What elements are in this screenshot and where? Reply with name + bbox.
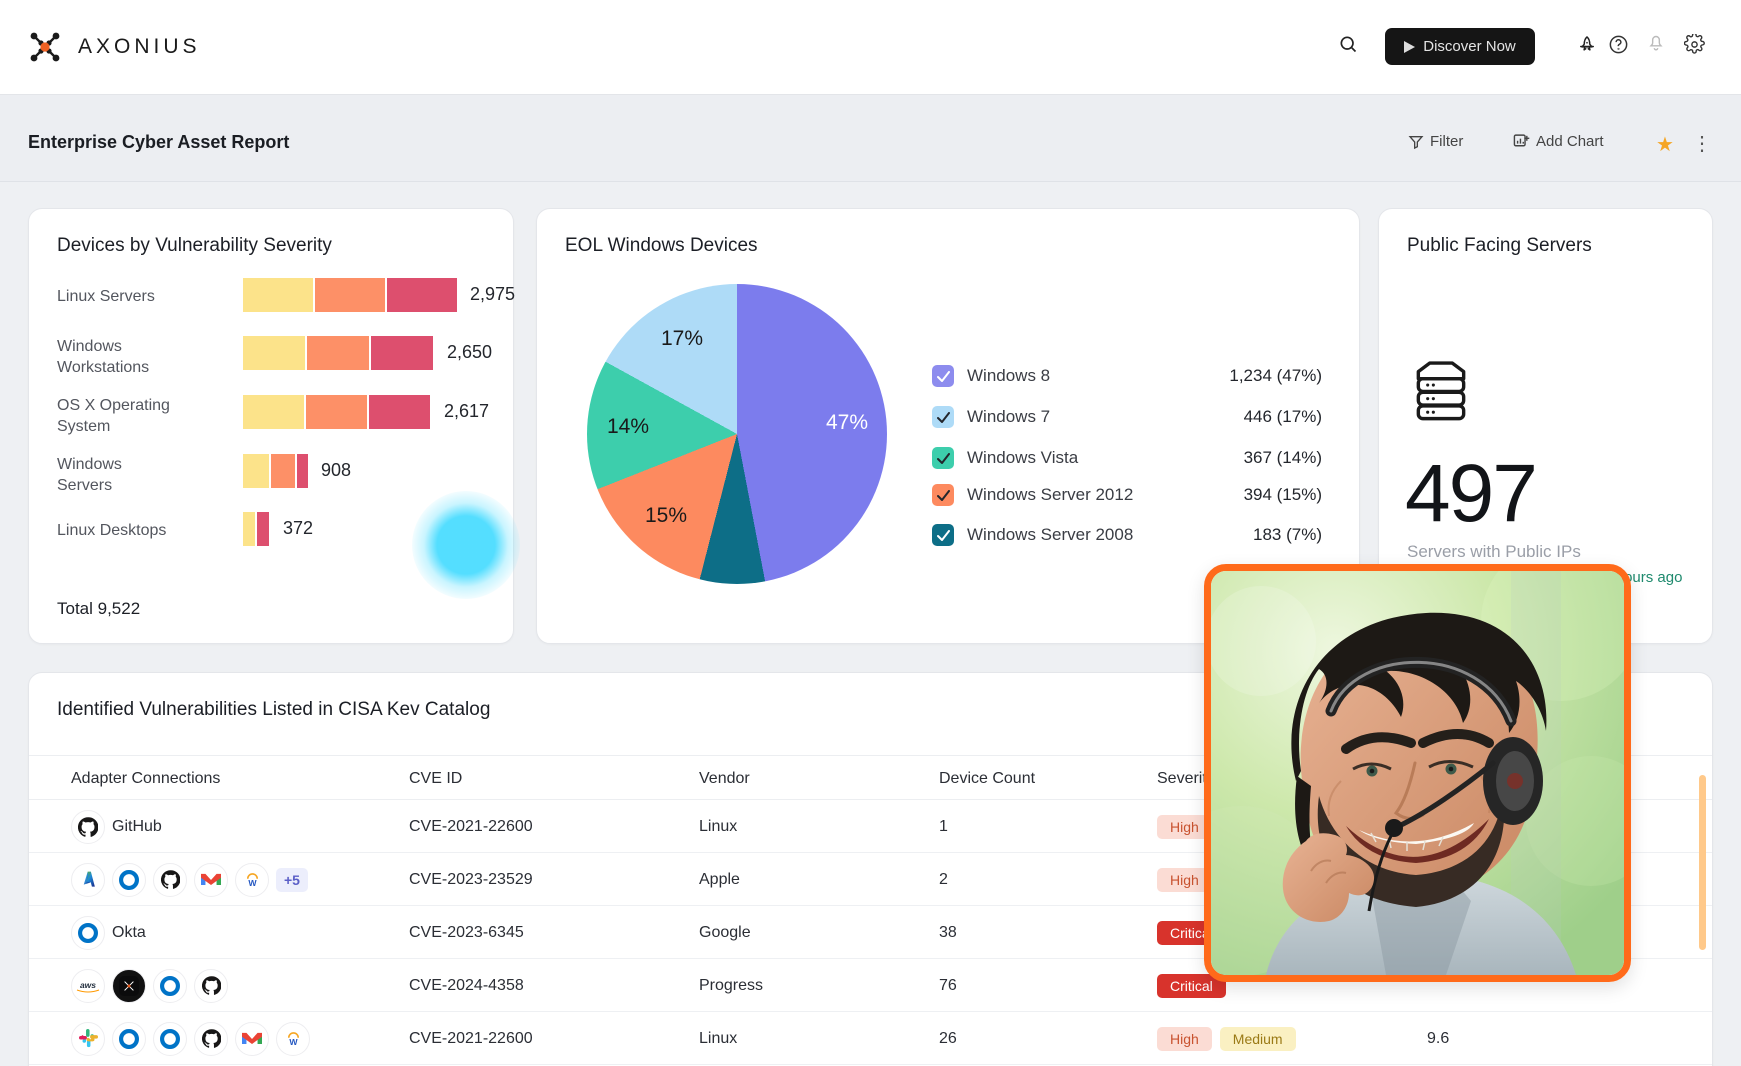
svg-text:W: W: [289, 1037, 298, 1047]
svg-text:aws: aws: [80, 980, 96, 990]
svg-text:W: W: [248, 878, 257, 888]
